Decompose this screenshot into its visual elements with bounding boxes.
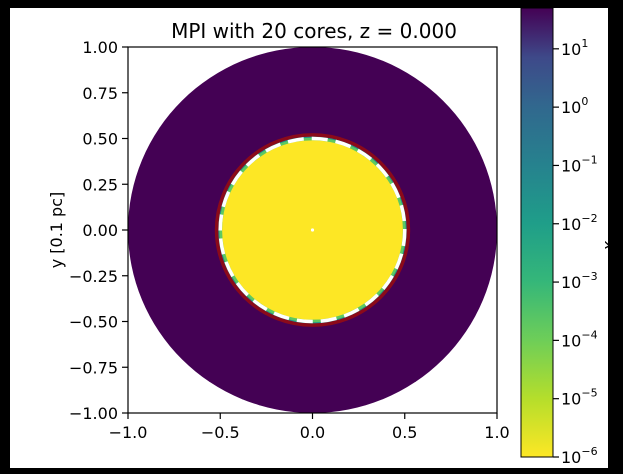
- x-tick-label: 1.0: [484, 423, 509, 442]
- x-tick-label: −1.0: [109, 423, 148, 442]
- source-point: [310, 228, 315, 232]
- plot-area: [128, 47, 497, 413]
- y-tick-label: −0.75: [69, 358, 118, 377]
- x-tick-label: −0.5: [201, 423, 240, 442]
- colorbar: [521, 8, 553, 457]
- x-tick-label: 0.0: [300, 423, 325, 442]
- y-tick-label: 0.00: [82, 221, 118, 240]
- x-tick-label: 0.5: [392, 423, 417, 442]
- y-tick-label: −0.50: [69, 313, 118, 332]
- y-tick-label: −1.00: [69, 404, 118, 423]
- dashed-reference-circle: [218, 136, 407, 324]
- y-tick-label: 0.50: [82, 130, 118, 149]
- x-axis: −1.0 −0.5 0.0 0.5 1.0: [109, 413, 510, 442]
- y-tick-label: 1.00: [82, 38, 118, 57]
- chart-title: MPI with 20 cores, z = 0.000: [171, 19, 457, 43]
- y-tick-label: 0.75: [82, 84, 118, 103]
- y-tick-label: −0.25: [69, 267, 118, 286]
- y-axis-label: y [0.1 pc]: [47, 192, 66, 269]
- colorbar-frame: [520, 7, 554, 458]
- heatmap-layer: [128, 47, 497, 413]
- y-axis: 1.00 0.75 0.50 0.25 0.00 −0.25 −0.50 −0.75 −1.00: [69, 38, 128, 423]
- solid-reference-circle: [214, 133, 411, 327]
- y-tick-label: 0.25: [82, 175, 118, 194]
